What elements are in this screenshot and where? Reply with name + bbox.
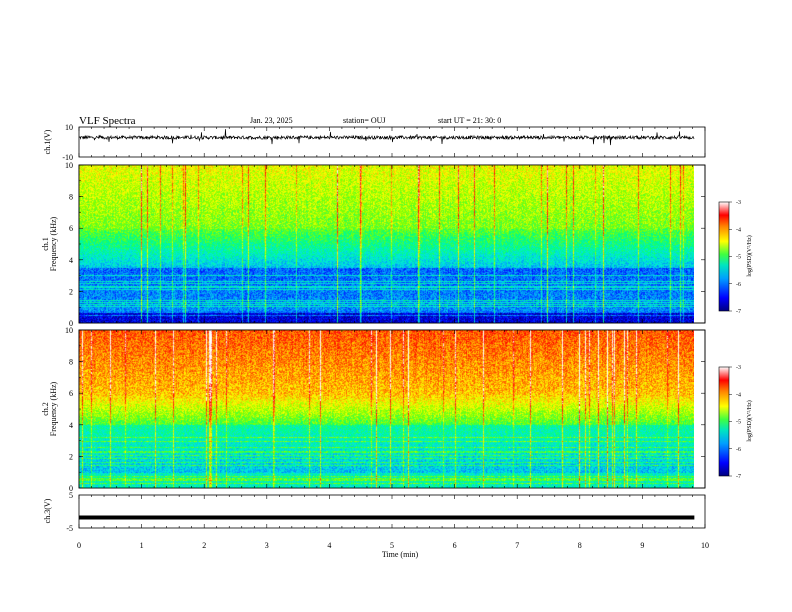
- ch3-ylabel: ch.3(V): [43, 498, 52, 523]
- ch3-tick-marks: [78, 495, 706, 528]
- ch2-colorbar-label: log(PSD)(V²/Hz): [746, 400, 753, 441]
- ch2-spectrogram-image: [79, 330, 694, 488]
- ch1-spectrogram-image: [79, 165, 694, 323]
- time-tick-label: 8: [578, 541, 582, 550]
- freq-tick-label: 2: [69, 452, 73, 461]
- ch1-freq-label: Frequency (kHz): [49, 216, 58, 271]
- ch2-channel-label: ch.2: [41, 402, 50, 416]
- ch2-frequency-ticks: 0 2 4 6 8 10: [65, 326, 705, 493]
- ch1-ylabel: ch.1(V): [43, 129, 52, 154]
- ch2-spectrogram-tick-marks: [78, 330, 706, 488]
- time-tick-label: 1: [140, 541, 144, 550]
- colorbar-tick-label: -3: [736, 200, 741, 206]
- freq-tick-label: 8: [69, 193, 73, 202]
- ch1-colorbar-ramp: [718, 201, 730, 312]
- ch1-ytick-top: 10: [65, 123, 73, 132]
- time-tick-label: 0: [77, 541, 81, 550]
- time-tick-label: 9: [640, 541, 644, 550]
- time-tick-label: 6: [453, 541, 457, 550]
- ch2-colorbar: -3 -4 -5 -6 -7 log(PSD)(V²/Hz): [718, 365, 753, 480]
- ch3-ytick-bottom: -5: [66, 524, 73, 533]
- time-tick-label: 7: [515, 541, 519, 550]
- ch2-colorbar-ramp: [718, 366, 730, 477]
- freq-tick-label: 8: [69, 358, 73, 367]
- ch1-ytick-bottom: -10: [62, 153, 73, 162]
- time-axis-label: Time (min): [382, 550, 419, 559]
- ch1-waveform-panel: 10 -10 ch.1(V): [43, 123, 706, 162]
- freq-tick-label: 6: [69, 389, 73, 398]
- time-tick-label: 5: [390, 541, 394, 550]
- start-time-label: start UT = 21: 30: 0: [438, 116, 501, 125]
- ch2-spectrogram-panel: ch.2 Frequency (kHz) 0 2 4 6 8 10: [41, 326, 706, 493]
- colorbar-tick-label: -3: [736, 365, 741, 371]
- freq-tick-label: 2: [69, 287, 73, 296]
- colorbar-tick-label: -6: [736, 447, 741, 453]
- ch1-spectrogram-tick-marks: [78, 165, 706, 323]
- figure-title: VLF Spectra: [79, 115, 136, 127]
- ch1-colorbar-ticks: -3 -4 -5 -6 -7: [729, 200, 741, 315]
- date-label: Jan. 23, 2025: [250, 116, 293, 125]
- ch1-colorbar: -3 -4 -5 -6 -7 log(PSD)(V²/Hz): [718, 200, 753, 315]
- ch1-frequency-ticks: 0 2 4 6 8 10: [65, 161, 705, 328]
- ch2-freq-label: Frequency (kHz): [49, 381, 58, 436]
- time-tick-label: 4: [327, 541, 331, 550]
- time-tick-label: 3: [265, 541, 269, 550]
- freq-tick-label: 4: [69, 421, 73, 430]
- ch1-tick-marks: [78, 127, 706, 157]
- time-axis-tick-labels: 0 1 2 3 4 5 6 7 8 9 10: [77, 541, 709, 550]
- freq-tick-label: 0: [69, 319, 73, 328]
- freq-tick-label: 10: [65, 326, 73, 335]
- freq-tick-label: 6: [69, 224, 73, 233]
- ch3-ytick-top: 5: [69, 491, 73, 500]
- ch1-waveform-frame: [78, 126, 706, 158]
- ch1-waveform-trace: [78, 129, 695, 146]
- freq-tick-label: 0: [69, 484, 73, 493]
- ch3-waveform-panel: 5 -5 ch.3(V): [43, 491, 706, 533]
- colorbar-tick-label: -4: [736, 392, 741, 398]
- colorbar-tick-label: -5: [736, 420, 741, 426]
- ch1-spectrogram-panel: ch.1 Frequency (kHz) 0 2 4 6 8 10: [41, 161, 706, 328]
- freq-tick-label: 4: [69, 256, 73, 265]
- ch2-colorbar-ticks: -3 -4 -5 -6 -7: [729, 365, 741, 480]
- time-tick-label: 10: [701, 541, 709, 550]
- colorbar-tick-label: -7: [736, 309, 741, 315]
- colorbar-tick-label: -5: [736, 255, 741, 261]
- colorbar-tick-label: -6: [736, 282, 741, 288]
- freq-tick-label: 10: [65, 161, 73, 170]
- ch3-waveform-frame: [78, 494, 706, 529]
- station-label: station= OUJ: [343, 116, 386, 125]
- colorbar-tick-label: -7: [736, 474, 741, 480]
- time-tick-label: 2: [202, 541, 206, 550]
- ch1-channel-label: ch.1: [41, 237, 50, 251]
- ch1-colorbar-label: log(PSD)(V²/Hz): [746, 235, 753, 276]
- colorbar-tick-label: -4: [736, 227, 741, 233]
